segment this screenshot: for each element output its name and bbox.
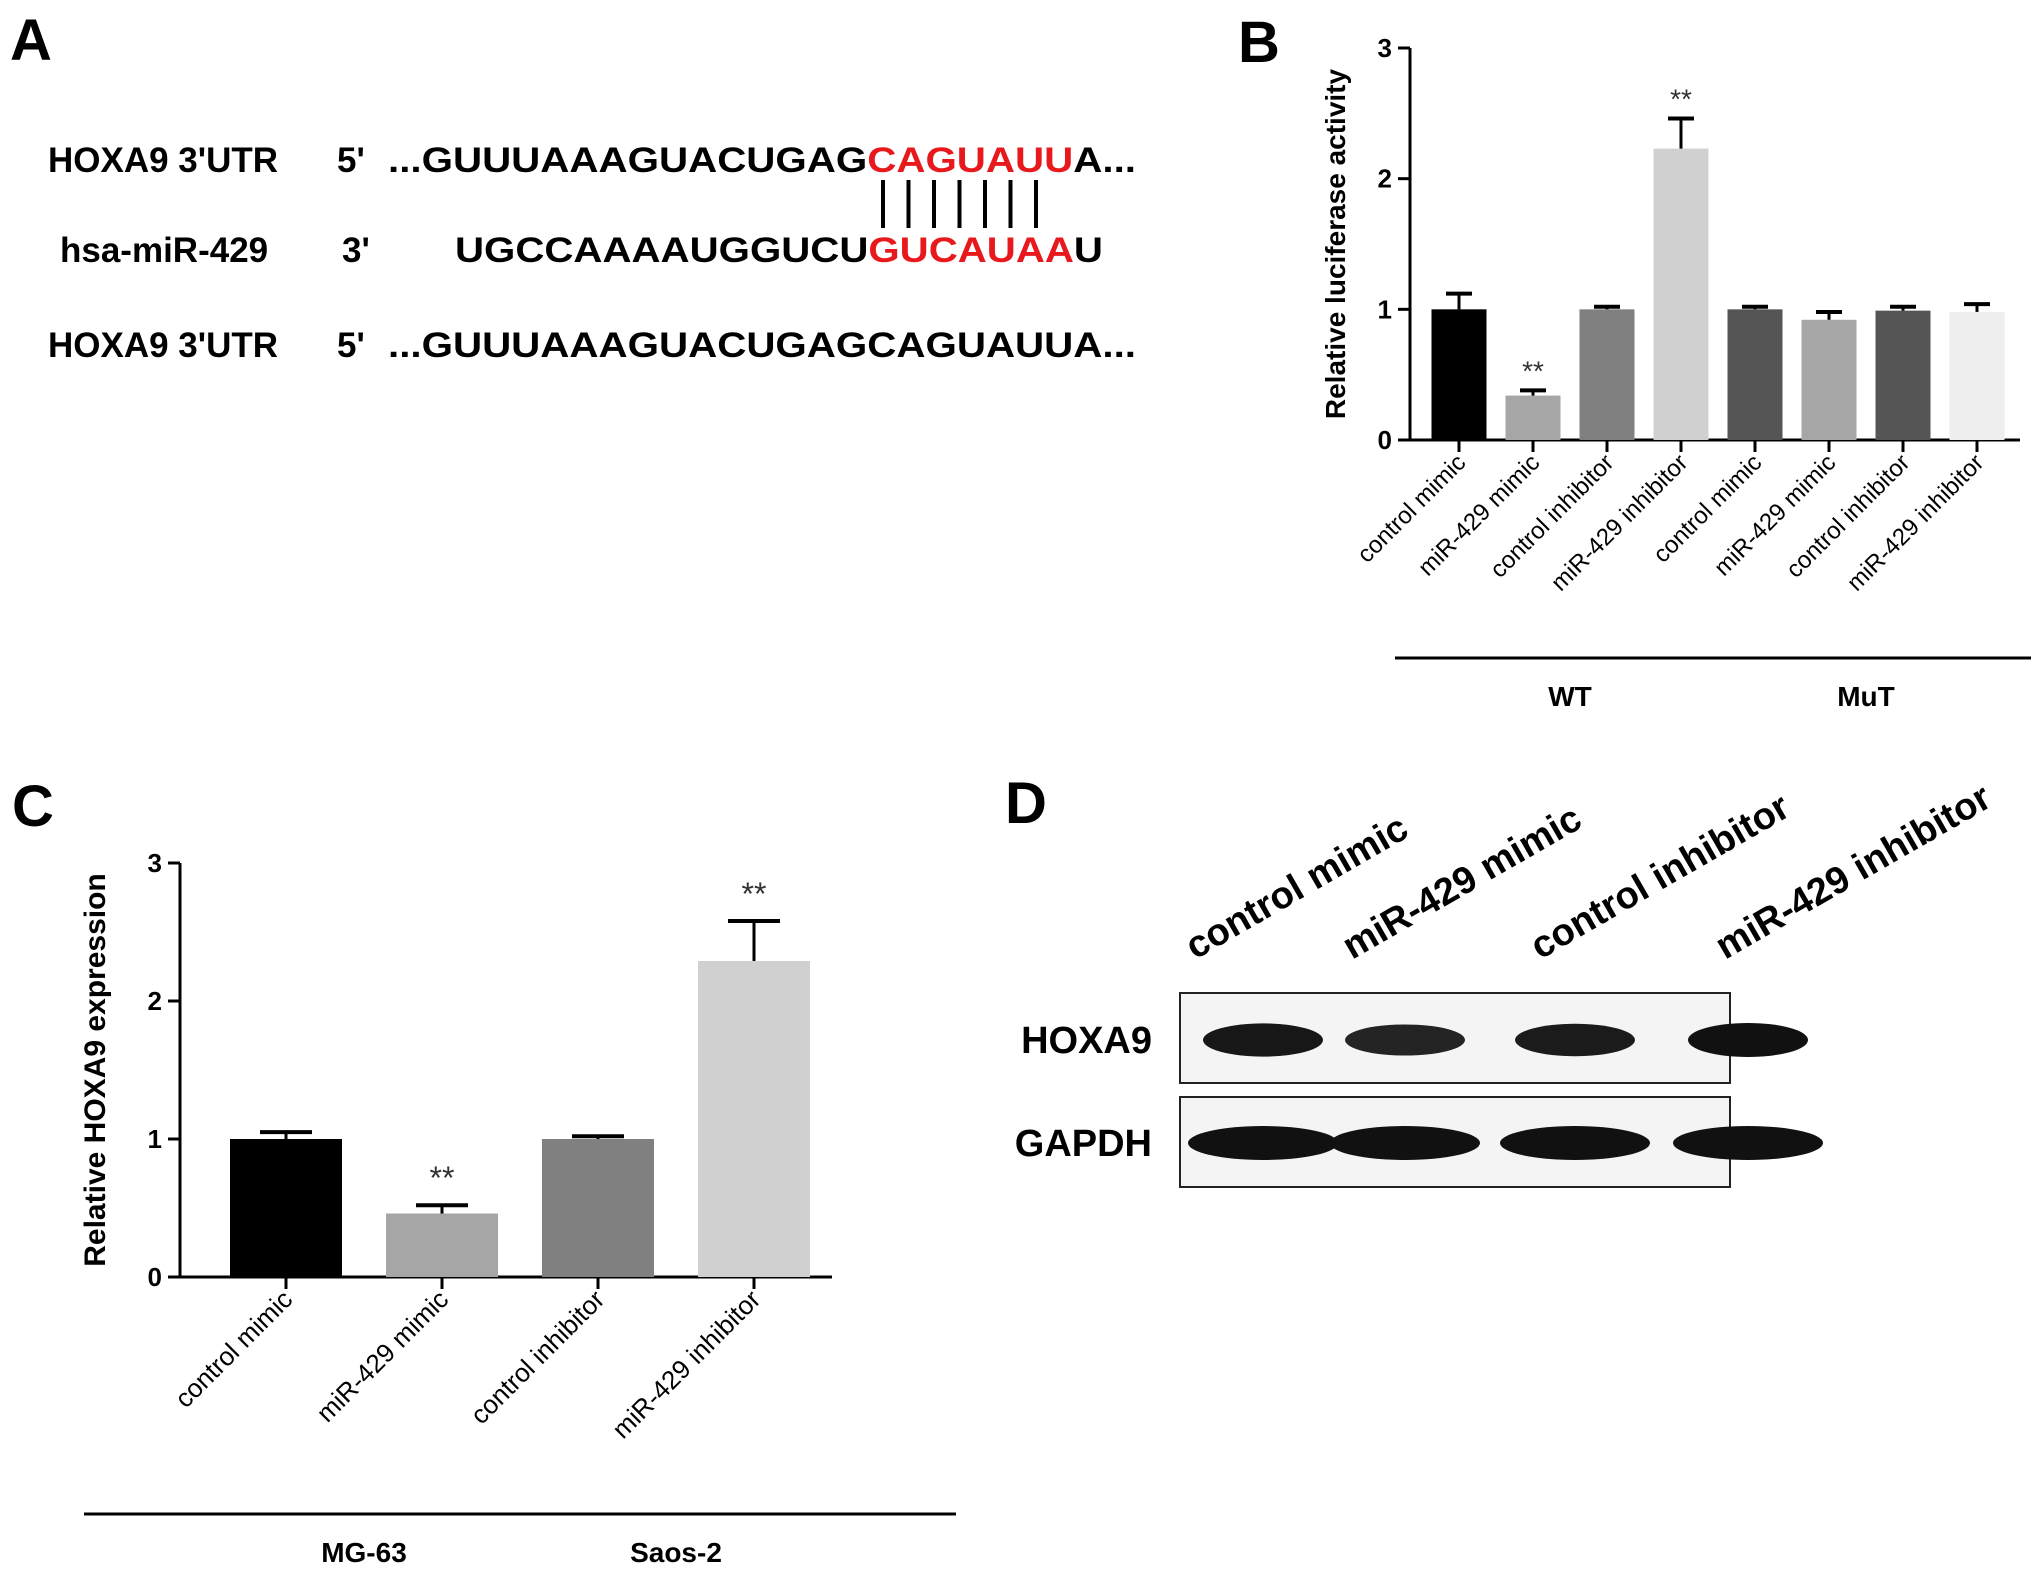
bar <box>1801 319 1857 440</box>
y-tick-label: 1 <box>148 1124 162 1154</box>
panel-letter-b: B <box>1238 10 1280 75</box>
seq-row1-end: 5' <box>337 141 365 180</box>
group-label: WT <box>1548 681 1592 712</box>
bar <box>542 1139 654 1277</box>
protein-band <box>1500 1126 1650 1160</box>
panel-letter-d: D <box>1005 771 1047 836</box>
protein-band <box>1688 1023 1808 1057</box>
x-tick-label: miR-429 inhibitor <box>1842 449 1989 596</box>
y-tick-label: 3 <box>1378 33 1392 63</box>
group-label: MuT <box>1837 681 1895 712</box>
seq-row1-highlight: CAGUAUU <box>867 141 1073 180</box>
base-pair-lines <box>881 180 1038 228</box>
bar <box>386 1213 498 1277</box>
significance-marker: ** <box>742 876 767 912</box>
bar <box>1431 309 1487 440</box>
seq-row2-end: 3' <box>342 231 370 270</box>
y-tick-label: 2 <box>148 986 162 1016</box>
x-tick-label: miR-429 mimic <box>310 1284 454 1428</box>
blot-row-label: GAPDH <box>1015 1123 1152 1165</box>
x-tick-label: miR-429 inhibitor <box>1546 449 1693 596</box>
seq-row2-name: hsa-miR-429 <box>60 231 268 270</box>
seq-row1-seq: ...GUUUAAAGUACUGAG CAGUAUU A... <box>388 141 1136 180</box>
seq-row3-seq: ...GUUUAAAGUACUGAGCAGUAUUA... <box>388 326 1136 365</box>
seq-row1-suffix: A... <box>1073 141 1136 180</box>
panel-c-chart: 0 1 2 3 Relative HOXA9 expression control mim… <box>79 848 956 1568</box>
y-tick-label: 1 <box>1378 294 1392 324</box>
protein-band <box>1345 1024 1465 1056</box>
y-tick-label: 3 <box>148 848 162 878</box>
protein-band <box>1673 1126 1823 1160</box>
protein-band <box>1330 1126 1480 1160</box>
bar <box>1875 310 1931 440</box>
y-tick-label: 0 <box>1378 425 1392 455</box>
x-tick-label: control inhibitor <box>464 1284 610 1430</box>
protein-band <box>1188 1126 1338 1160</box>
bar <box>1579 309 1635 440</box>
bar <box>230 1139 342 1277</box>
group-label: Saos-2 <box>630 1537 722 1568</box>
seq-row3-end: 5' <box>337 326 365 365</box>
bar <box>1653 148 1709 440</box>
protein-band <box>1515 1023 1635 1057</box>
y-tick-label: 2 <box>1378 164 1392 194</box>
bar <box>1949 311 2005 440</box>
panel-letter-a: A <box>10 8 52 73</box>
y-axis-title: Relative luciferase activity <box>1320 68 1351 419</box>
group-label: MG-63 <box>321 1537 407 1568</box>
significance-marker: ** <box>1522 355 1544 386</box>
bar <box>698 960 810 1277</box>
seq-row3-name: HOXA9 3'UTR <box>48 326 278 365</box>
protein-band <box>1203 1023 1323 1057</box>
significance-marker: ** <box>430 1160 455 1196</box>
seq-row1-name: HOXA9 3'UTR <box>48 141 278 180</box>
seq-row2-highlight: GUCAUAA <box>868 231 1074 270</box>
blot-row-label: HOXA9 <box>1021 1020 1152 1062</box>
seq-row1-prefix: ...GUUUAAAGUACUGAG <box>388 141 867 180</box>
seq-row2-suffix: U <box>1074 231 1103 270</box>
panel-a-sequence: HOXA9 3'UTR 5' ...GUUUAAAGUACUGAG CAGUAUU… <box>48 141 1136 365</box>
significance-marker: ** <box>1670 84 1692 115</box>
y-tick-label: 0 <box>148 1262 162 1292</box>
seq-row2-prefix: UGCCAAAAUGGUCU <box>455 231 868 270</box>
y-axis-title: Relative HOXA9 expression <box>79 873 112 1267</box>
x-tick-label: miR-429 inhibitor <box>606 1284 766 1444</box>
panel-letter-c: C <box>12 774 54 839</box>
bar <box>1505 395 1561 440</box>
bar <box>1727 309 1783 440</box>
x-tick-label: control mimic <box>169 1284 298 1414</box>
seq-row2-seq: UGCCAAAAUGGUCU GUCAUAA U <box>455 231 1103 270</box>
